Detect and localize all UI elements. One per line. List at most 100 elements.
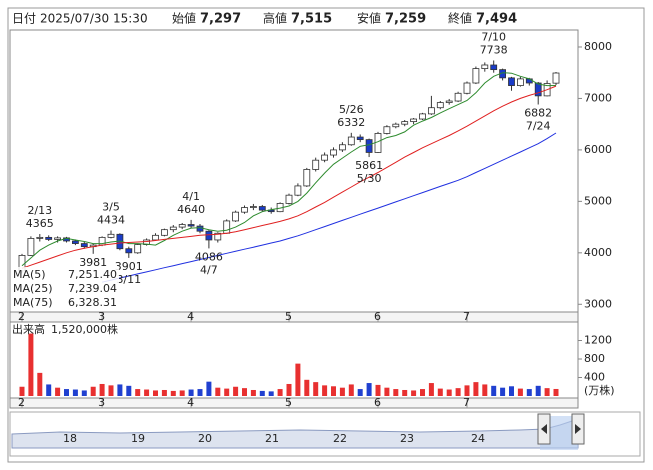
candle-body xyxy=(232,211,240,222)
volume-bar xyxy=(90,386,96,396)
volume-bar xyxy=(393,389,399,396)
volume-bar xyxy=(108,385,114,396)
legend-value: 7,251.40 xyxy=(68,268,117,281)
header-value: 7,494 xyxy=(476,12,517,27)
candle-body xyxy=(294,185,302,196)
volume-bar xyxy=(135,389,141,396)
candle-body xyxy=(241,207,248,213)
volume-bar xyxy=(295,363,301,396)
y-tick-label: 800 xyxy=(584,352,605,365)
x-tick-label: 2 xyxy=(18,396,25,409)
x-tick-label: 3 xyxy=(98,396,105,409)
volume-bar xyxy=(64,389,69,396)
candle-body xyxy=(303,169,311,187)
annotation-date: 3/11 xyxy=(116,273,141,286)
candle-body xyxy=(107,233,115,238)
volume-bar xyxy=(544,388,550,396)
candle-body xyxy=(517,78,524,86)
y-tick-label: 7000 xyxy=(584,91,612,104)
volume-bar xyxy=(99,383,105,396)
candle-body xyxy=(454,92,462,102)
volume-bar xyxy=(46,384,52,396)
annotation-date: 7/10 xyxy=(481,30,506,43)
x-tick-label: 4 xyxy=(187,310,194,323)
candle-body xyxy=(54,237,61,240)
candle-body xyxy=(249,206,257,208)
navigator-label: 20 xyxy=(198,432,212,445)
candle-body xyxy=(419,113,426,120)
navigator-label: 23 xyxy=(400,432,414,445)
candle-body xyxy=(463,82,471,94)
candle-body xyxy=(178,224,186,228)
price-date-strip xyxy=(9,311,579,323)
volume-bar xyxy=(553,388,559,396)
header-label: 日付 xyxy=(12,12,36,26)
legend-name: MA(5) xyxy=(13,268,46,281)
candle-body xyxy=(214,232,222,241)
volume-bar xyxy=(491,385,497,396)
volume-bar xyxy=(268,391,274,396)
volume-bar xyxy=(55,387,61,396)
volume-bar xyxy=(366,383,372,396)
volume-bar xyxy=(161,389,167,396)
y-tick-label: 3000 xyxy=(584,297,612,310)
navigator-label: 21 xyxy=(265,432,279,445)
header-value: 7,515 xyxy=(291,12,332,27)
candle-body xyxy=(312,159,320,170)
unit-label: (万株) xyxy=(584,383,615,397)
x-tick-label: 5 xyxy=(285,396,292,409)
candle-body xyxy=(134,244,142,254)
annotation-value: 3981 xyxy=(79,256,107,269)
annotation-date: 3/5 xyxy=(102,200,120,213)
candle-body xyxy=(392,123,400,128)
candle-body xyxy=(383,126,391,134)
volume-bar xyxy=(224,388,230,396)
candle-body xyxy=(472,68,480,84)
header-label: 高値 xyxy=(263,11,287,26)
annotation-date: 5/26 xyxy=(339,103,364,116)
annotation-date: 4/7 xyxy=(200,263,218,276)
candle-body xyxy=(223,220,231,234)
volume-bar xyxy=(402,389,408,396)
volume-bar xyxy=(428,383,434,396)
legend-name: MA(25) xyxy=(13,282,53,295)
header-value: 2025/07/30 15:30 xyxy=(40,12,148,26)
candle-body xyxy=(338,144,346,151)
candle-body xyxy=(80,243,88,248)
volume-bar xyxy=(233,386,239,396)
candle-body xyxy=(72,240,79,244)
navigator-label: 24 xyxy=(471,432,485,445)
handle-arrow xyxy=(541,424,547,434)
legend-name: MA(75) xyxy=(13,296,53,309)
volume-bar xyxy=(37,372,43,396)
price-panel xyxy=(9,29,579,313)
candle-body xyxy=(508,77,515,86)
volume-bar xyxy=(420,389,425,396)
annotation-value: 7738 xyxy=(480,43,508,56)
navigator-label: 18 xyxy=(63,432,77,445)
candle-body xyxy=(552,72,560,84)
annotation-date: 4/1 xyxy=(182,190,200,203)
candle-body xyxy=(445,100,453,103)
volume-bar xyxy=(509,386,514,396)
volume-bar xyxy=(259,390,265,396)
volume-bar xyxy=(304,379,310,396)
volume-bar xyxy=(286,383,292,396)
header-label: 始値 xyxy=(172,11,196,26)
ma-line xyxy=(21,72,557,267)
candle-body xyxy=(125,248,133,254)
volume-bar xyxy=(348,384,354,396)
candle-body xyxy=(205,230,213,241)
navigator-label: 19 xyxy=(131,432,145,445)
candle-body xyxy=(27,238,35,256)
header: 日付 2025/07/30 15:30 始値 7,297 高値 7,515 安値 7,259 終… xyxy=(12,11,517,27)
volume-bar xyxy=(277,389,283,396)
volume-bar xyxy=(375,384,381,396)
header-value: 7,297 xyxy=(200,12,241,27)
candle-body xyxy=(187,224,195,227)
candle-body xyxy=(356,136,364,141)
candle-body xyxy=(321,154,329,161)
ma-line xyxy=(101,132,557,283)
volume-bar xyxy=(357,389,363,396)
volume-bar xyxy=(411,390,417,396)
